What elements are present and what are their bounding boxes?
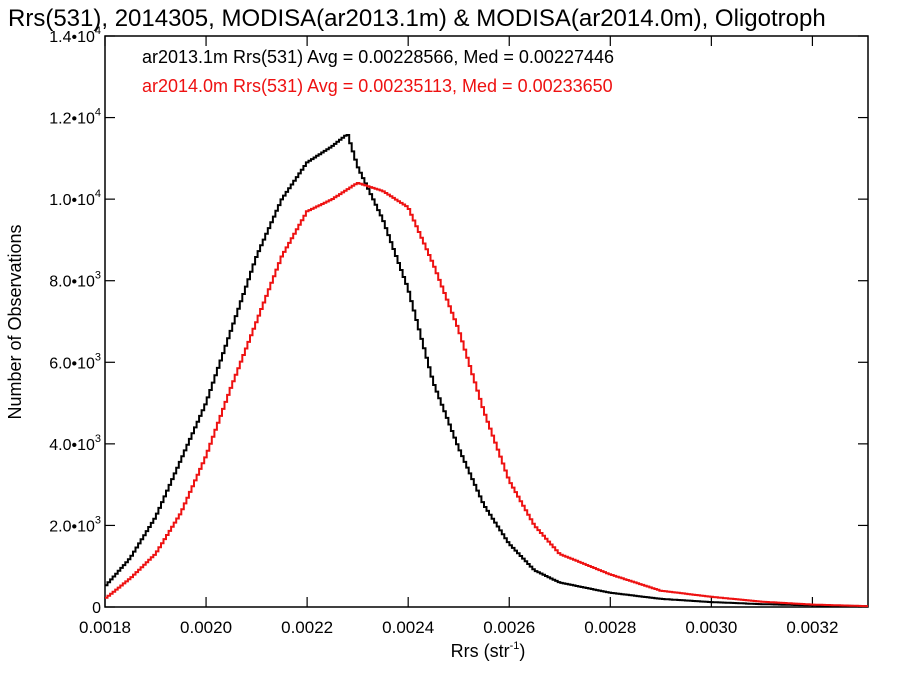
x-axis-label: Rrs (str-1) — [451, 640, 526, 661]
x-tick-label: 0.0026 — [483, 618, 535, 637]
y-tick-label: 1.0•104 — [49, 188, 101, 209]
y-tick-exponent: 4 — [95, 25, 101, 37]
x-axis-label-sup: -1 — [510, 640, 520, 652]
x-tick-label: 0.0022 — [281, 618, 333, 637]
y-tick-exponent: 3 — [95, 433, 101, 445]
y-tick-mantissa: 1.0•10 — [49, 192, 95, 209]
legend-entry-ar2013: ar2013.1m Rrs(531) Avg = 0.00228566, Med… — [142, 47, 614, 67]
x-tick-label: 0.0018 — [79, 618, 131, 637]
x-tick-label: 0.0024 — [382, 618, 434, 637]
y-tick-mantissa: 6.0•10 — [49, 355, 95, 372]
x-tick-label: 0.0028 — [584, 618, 636, 637]
series-layer — [105, 134, 868, 608]
y-tick-label: 4.0•103 — [49, 433, 101, 454]
y-axis: 02.0•1034.0•1036.0•1038.0•1031.0•1041.2•… — [49, 25, 868, 617]
y-tick-exponent: 4 — [95, 107, 101, 119]
y-tick-label: 8.0•103 — [49, 270, 101, 291]
chart-title: Rrs(531), 2014305, MODISA(ar2013.1m) & M… — [8, 5, 826, 32]
plot-frame — [104, 35, 869, 608]
x-axis-label-main: Rrs (str — [451, 641, 510, 661]
series-line-ar2013.1m — [105, 134, 868, 608]
y-axis-label: Number of Observations — [5, 224, 25, 419]
y-tick-label: 0 — [92, 600, 101, 617]
y-tick-exponent: 3 — [95, 514, 101, 526]
x-tick-label: 0.0030 — [685, 618, 737, 637]
y-tick-mantissa: 1.4•10 — [49, 29, 95, 46]
legend-entry-ar2014: ar2014.0m Rrs(531) Avg = 0.00235113, Med… — [142, 76, 613, 96]
x-axis-label-close: ) — [519, 641, 525, 661]
y-tick-label: 6.0•103 — [49, 351, 101, 372]
y-tick-exponent: 3 — [95, 270, 101, 282]
y-tick-label: 1.4•104 — [49, 25, 101, 46]
y-tick-mantissa: 2.0•10 — [49, 518, 95, 535]
y-tick-exponent: 3 — [95, 351, 101, 363]
x-tick-label: 0.0032 — [786, 618, 838, 637]
y-tick-mantissa: 4.0•10 — [49, 437, 95, 454]
y-tick-label: 1.2•104 — [49, 107, 101, 128]
x-axis: 0.0018 0.0020 0.0022 0.0024 0.0026 0.0028 0.00… — [79, 36, 838, 637]
y-tick-mantissa: 8.0•10 — [49, 274, 95, 291]
y-tick-label: 2.0•103 — [49, 514, 101, 535]
y-tick-mantissa: 1.2•10 — [49, 111, 95, 128]
series-line-ar2014.0m — [105, 182, 868, 608]
x-tick-label: 0.0020 — [180, 618, 232, 637]
y-tick-mantissa: 0 — [92, 600, 101, 617]
y-tick-exponent: 4 — [95, 188, 101, 200]
